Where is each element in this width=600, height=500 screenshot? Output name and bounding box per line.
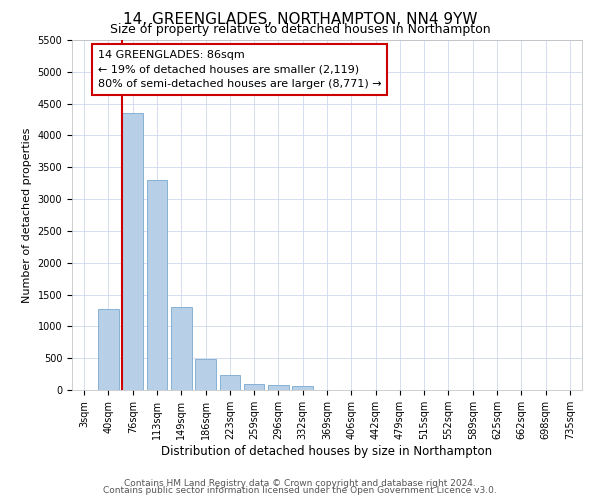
Text: 14 GREENGLADES: 86sqm
← 19% of detached houses are smaller (2,119)
80% of semi-d: 14 GREENGLADES: 86sqm ← 19% of detached … [97, 50, 381, 89]
Bar [195, 360, 216, 390]
X-axis label: Distribution of detached houses by size in Northampton: Distribution of detached houses by size … [161, 445, 493, 458]
Text: Size of property relative to detached houses in Northampton: Size of property relative to detached ho… [110, 22, 490, 36]
Bar [220, 374, 240, 390]
Text: 14, GREENGLADES, NORTHAMPTON, NN4 9YW: 14, GREENGLADES, NORTHAMPTON, NN4 9YW [123, 12, 477, 28]
Bar [146, 180, 167, 390]
Text: Contains public sector information licensed under the Open Government Licence v3: Contains public sector information licen… [103, 486, 497, 495]
Bar [98, 308, 119, 390]
Y-axis label: Number of detached properties: Number of detached properties [22, 128, 32, 302]
Text: Contains HM Land Registry data © Crown copyright and database right 2024.: Contains HM Land Registry data © Crown c… [124, 478, 476, 488]
Bar [244, 384, 265, 390]
Bar [292, 386, 313, 390]
Bar [268, 385, 289, 390]
Bar [122, 113, 143, 390]
Bar [171, 308, 191, 390]
